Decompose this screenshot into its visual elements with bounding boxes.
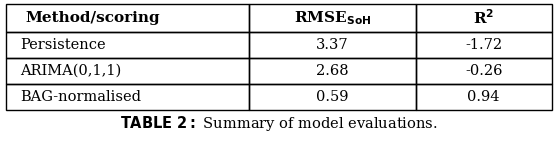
Text: ARIMA(0,1,1): ARIMA(0,1,1) bbox=[21, 64, 122, 78]
Bar bbox=[416, 84, 552, 110]
Text: 0.59: 0.59 bbox=[316, 90, 349, 104]
Text: 0.94: 0.94 bbox=[468, 90, 500, 104]
Bar bbox=[6, 32, 249, 58]
Text: R$^{\mathbf{2}}$: R$^{\mathbf{2}}$ bbox=[473, 9, 494, 27]
Bar bbox=[249, 58, 416, 84]
Text: 2.68: 2.68 bbox=[316, 64, 349, 78]
Bar bbox=[416, 4, 552, 32]
Text: Method/scoring: Method/scoring bbox=[26, 11, 160, 25]
Text: -1.72: -1.72 bbox=[465, 38, 502, 52]
Text: RMSE$_{\mathbf{SoH}}$: RMSE$_{\mathbf{SoH}}$ bbox=[294, 9, 371, 27]
Text: BAG-normalised: BAG-normalised bbox=[21, 90, 142, 104]
Text: Persistence: Persistence bbox=[21, 38, 106, 52]
Bar bbox=[6, 84, 249, 110]
Bar bbox=[249, 32, 416, 58]
Bar bbox=[6, 58, 249, 84]
Bar bbox=[249, 4, 416, 32]
Bar bbox=[249, 84, 416, 110]
Bar bbox=[6, 4, 249, 32]
Bar bbox=[416, 58, 552, 84]
Text: 3.37: 3.37 bbox=[316, 38, 349, 52]
Text: -0.26: -0.26 bbox=[465, 64, 503, 78]
Text: $\bf{TABLE\ 2:}$ Summary of model evaluations.: $\bf{TABLE\ 2:}$ Summary of model evalua… bbox=[120, 114, 438, 133]
Bar bbox=[416, 32, 552, 58]
